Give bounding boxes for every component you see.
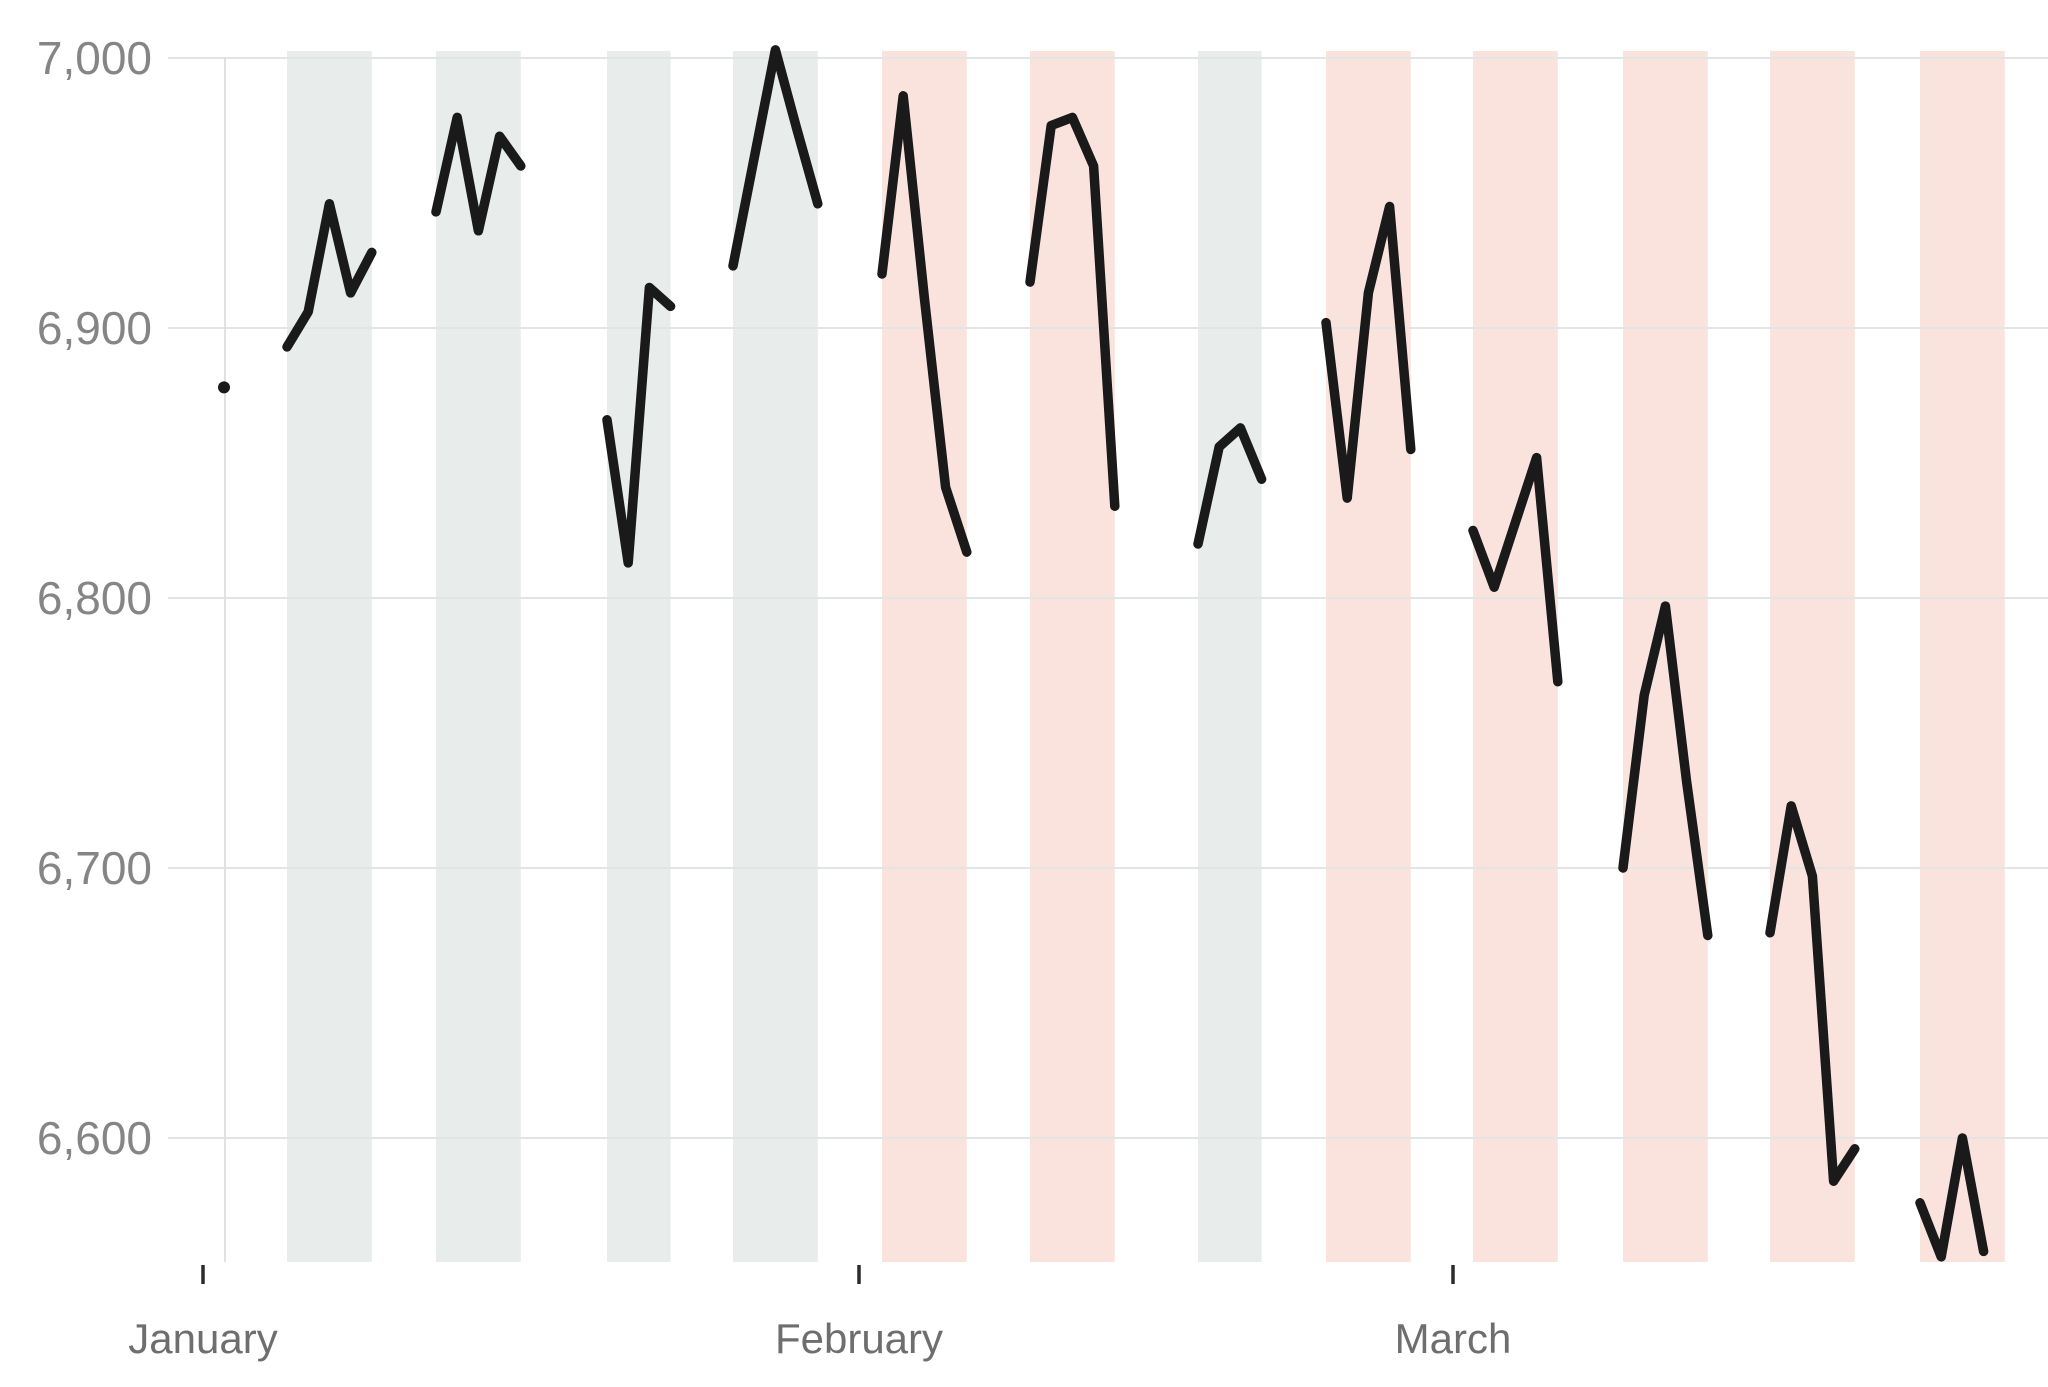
y-axis-tick-label: 6,800 <box>36 572 152 624</box>
price-line-week-segment <box>1618 601 1713 941</box>
y-axis-tick-label: 6,700 <box>36 842 152 894</box>
down-week-band <box>1623 51 1708 1262</box>
price-line-week-segment <box>728 45 823 271</box>
x-axis-month-label: January <box>128 1315 278 1362</box>
down-week-band <box>1770 51 1855 1262</box>
price-line-week-segment <box>1321 201 1416 503</box>
down-week-band <box>882 51 967 1262</box>
down-week-band <box>1920 51 2005 1262</box>
price-line-week-segment <box>1025 112 1120 511</box>
up-week-band <box>1198 51 1262 1262</box>
up-week-band <box>287 51 372 1262</box>
down-week-band <box>1326 51 1411 1262</box>
up-week-band <box>436 51 521 1262</box>
price-line-week-segment <box>1915 1133 1989 1262</box>
price-line-week-segment <box>282 199 377 352</box>
down-week-band <box>1473 51 1558 1262</box>
price-line-week-segment <box>602 282 676 568</box>
price-line-week-segment <box>1468 452 1563 687</box>
x-axis-month-label: February <box>774 1315 944 1362</box>
first-data-point-dot <box>218 381 230 394</box>
price-line-week-segment <box>431 112 526 236</box>
price-line-week-segment <box>1193 423 1267 549</box>
price-line-week-segment <box>877 91 972 557</box>
y-axis-tick-label: 6,900 <box>36 302 152 354</box>
x-axis-month-label: March <box>1394 1315 1512 1362</box>
up-week-band <box>733 51 818 1262</box>
y-axis-tick-label: 6,600 <box>36 1112 152 1164</box>
y-axis-tick-label: 7,000 <box>36 32 152 84</box>
price-line-week-segment <box>1765 801 1860 1186</box>
up-week-band <box>607 51 671 1262</box>
